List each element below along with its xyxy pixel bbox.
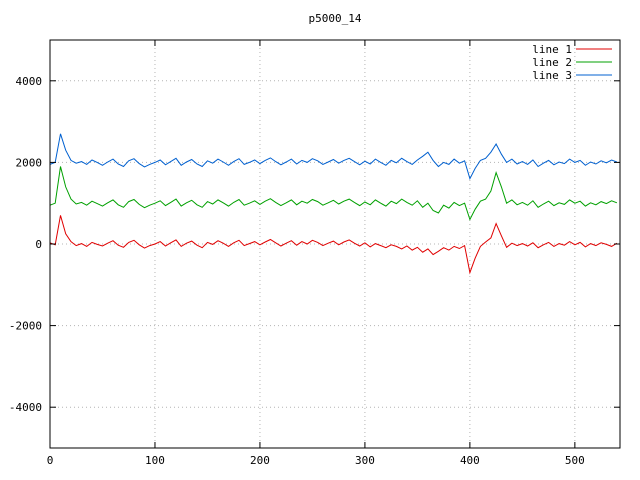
legend-label: line 2: [532, 56, 572, 69]
y-tick-label: 2000: [16, 156, 43, 169]
y-tick-label: 0: [35, 238, 42, 251]
series-line-2: [49, 166, 618, 221]
y-tick-label: -2000: [9, 320, 42, 333]
legend-label: line 1: [532, 43, 572, 56]
x-tick-label: 200: [250, 454, 270, 467]
y-tick-label: 4000: [16, 75, 43, 88]
x-tick-label: 300: [355, 454, 375, 467]
chart-layers: 0 100 200 300 400 500 -4000 -2000 0 2000 4000 line …: [9, 39, 621, 467]
legend-label: line 3: [532, 69, 572, 82]
y-tick-label: -4000: [9, 401, 42, 414]
chart-title: p5000_14: [309, 12, 362, 25]
x-tick-label: 0: [47, 454, 54, 467]
series-line-1: [49, 215, 618, 275]
x-tick-label: 500: [565, 454, 585, 467]
x-tick-label: 400: [460, 454, 480, 467]
series-line-3: [49, 133, 618, 181]
x-tick-label: 100: [145, 454, 165, 467]
